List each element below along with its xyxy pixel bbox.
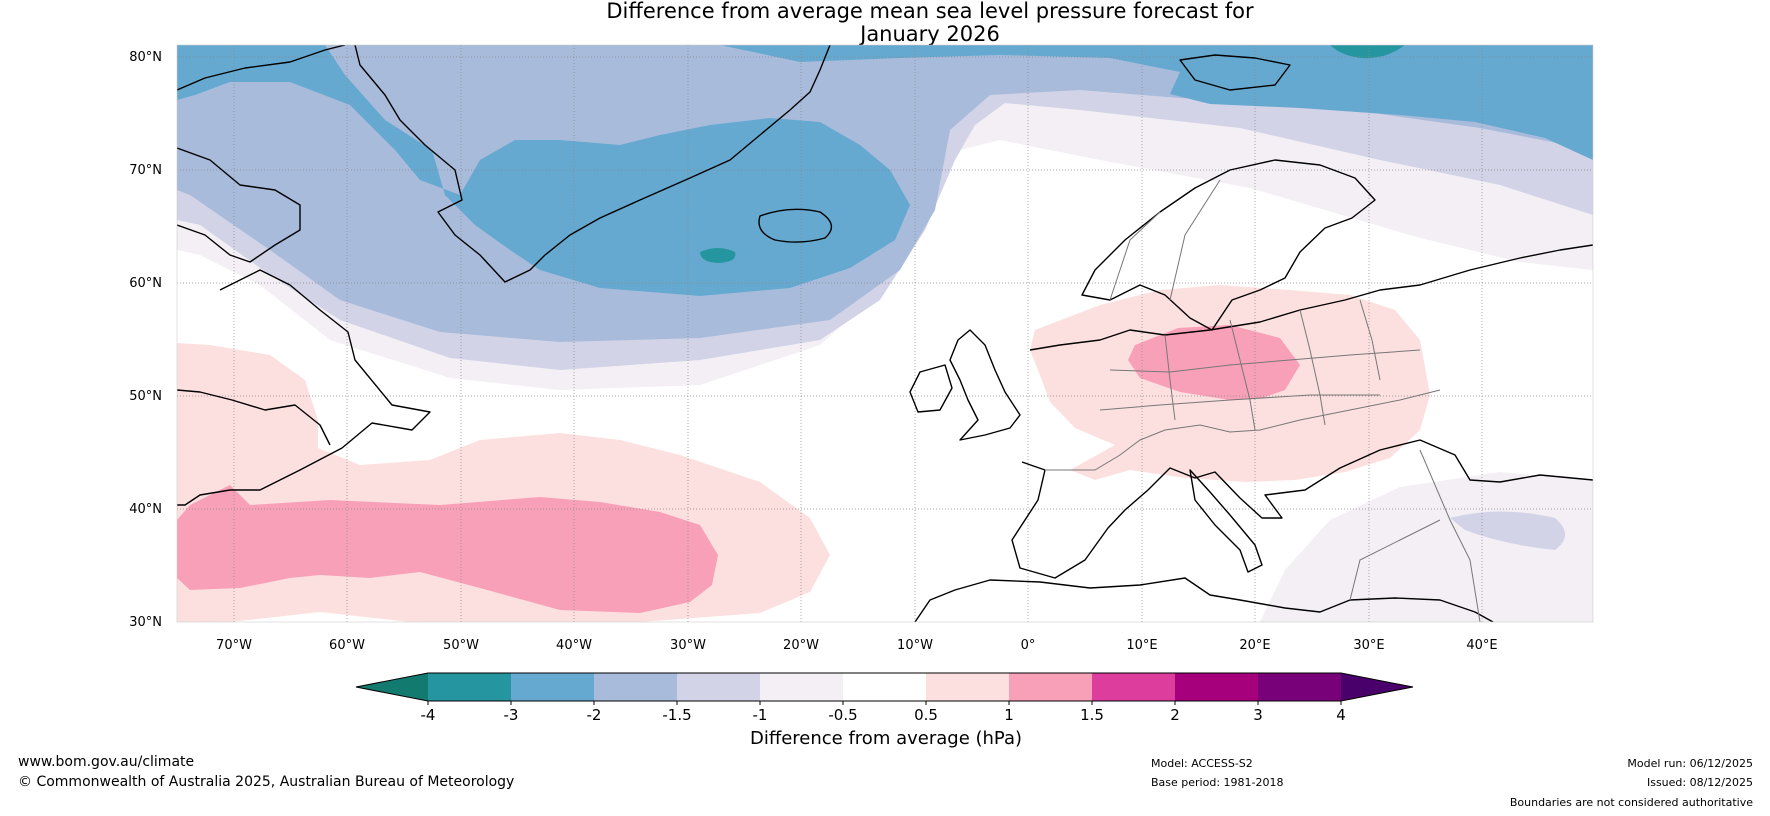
map-title: Difference from average mean sea level p… [0,0,1770,46]
colorbar-label: Difference from average (hPa) [750,728,1022,749]
coastline-italy [1189,469,1263,573]
footer-website: www.bom.gov.au/climate [18,754,195,770]
lat-label-40n: 40°N [129,502,162,517]
colorbar-segment [1258,673,1341,701]
colorbar-tick-label: 2 [1170,706,1180,724]
colorbar-extend-low [356,673,428,701]
colorbar-segment [1092,673,1175,701]
coastline-canadian-arctic [177,45,346,91]
anomaly-region-minus-3-b [1330,45,1405,59]
coastline-baffin [177,147,301,263]
footer-copyright: © Commonwealth of Australia 2025, Austra… [18,774,515,790]
anomaly-region-plus-1-atlantic [177,485,718,613]
map-frame [176,44,1594,623]
lat-label-70n: 70°N [129,163,162,178]
colorbar: -4 -3 -2 -1.5 -1 -0.5 0.5 1 1.5 2 3 4 Difference fr… [355,672,1414,749]
coastline-svalbard [1179,54,1291,91]
anomaly-region-plus-1-europe [1128,325,1300,400]
footer-model-run: Model run: 06/12/2025 [1627,757,1753,770]
latitude-labels: 80°N 70°N 60°N 50°N 40°N 30°N [129,50,162,630]
anomaly-region-minus-0.5-southeast [1260,472,1593,622]
lon-label-30e: 30°E [1353,638,1384,653]
graticule [177,45,1593,622]
footer-issued: Issued: 08/12/2025 [1646,776,1753,789]
coastline-quebec [177,389,331,446]
footer-disclaimer: Boundaries are not considered authoritat… [1509,796,1753,809]
anomaly-region-minus-2-north [720,45,1593,160]
lon-label-40w: 40°W [556,638,592,653]
colorbar-segment [1009,673,1092,701]
colorbar-segment [511,673,594,701]
lon-label-20w: 20°W [783,638,819,653]
colorbar-segment [926,673,1009,701]
colorbar-tick-label: 1 [1004,706,1014,724]
title-line-1: Difference from average mean sea level p… [606,0,1254,23]
lat-label-50n: 50°N [129,389,162,404]
colorbar-tick-label: 1.5 [1080,706,1104,724]
coastline-great-britain [949,329,1021,441]
colorbar-tick-label: -1.5 [662,706,691,724]
colorbar-ticks [427,701,1342,705]
title-line-2: January 2026 [860,22,1000,46]
colorbar-tick-label: -1 [753,706,768,724]
lat-label-60n: 60°N [129,276,162,291]
colorbar-segment [1175,673,1258,701]
colorbar-segment [594,673,677,701]
lon-label-70w: 70°W [216,638,252,653]
colorbar-segment [428,673,511,701]
lon-label-20e: 20°E [1239,638,1270,653]
anomaly-region-minus-1-southeast [1450,511,1565,550]
colorbar-tick-label: -0.5 [828,706,857,724]
lon-label-0: 0° [1021,638,1036,653]
footer-model: Model: ACCESS-S2 [1151,757,1253,770]
coastline-ireland [909,364,953,413]
coastline-labrador [177,269,431,506]
coastline-greenland [354,45,831,283]
country-borders [1045,179,1481,622]
colorbar-tick-labels: -4 -3 -2 -1.5 -1 -0.5 0.5 1 1.5 2 3 4 [421,706,1346,724]
map-canvas [177,45,1593,622]
lon-label-30w: 30°W [670,638,706,653]
colorbar-tick-label: 4 [1336,706,1346,724]
colorbar-segments [355,672,1414,702]
anomaly-region-minus-3-a [700,248,736,263]
coastline-north-africa [914,577,1494,622]
colorbar-segment [677,673,760,701]
colorbar-tick-label: -2 [587,706,602,724]
longitude-labels: 70°W 60°W 50°W 40°W 30°W 20°W 10°W 0° 10… [216,638,1498,653]
colorbar-extend-high [1341,673,1413,701]
colorbar-tick-label: -3 [504,706,519,724]
colorbar-tick-label: 3 [1253,706,1263,724]
coastline-iceland [758,208,833,243]
colorbar-segment [760,673,843,701]
coastline-iberia [1011,439,1593,579]
lon-label-10e: 10°E [1126,638,1157,653]
colorbar-tick-label: 0.5 [914,706,938,724]
lon-label-40e: 40°E [1466,638,1497,653]
lon-label-60w: 60°W [329,638,365,653]
colorbar-tick-label: -4 [421,706,436,724]
lat-label-80n: 80°N [129,50,162,65]
coastline-scandinavia [1081,159,1376,331]
colorbar-segment [843,673,926,701]
footer-base-period: Base period: 1981-2018 [1151,776,1284,789]
lon-label-10w: 10°W [897,638,933,653]
anomaly-region-minus-2-west [177,45,910,296]
lon-label-50w: 50°W [443,638,479,653]
lat-label-30n: 30°N [129,615,162,630]
